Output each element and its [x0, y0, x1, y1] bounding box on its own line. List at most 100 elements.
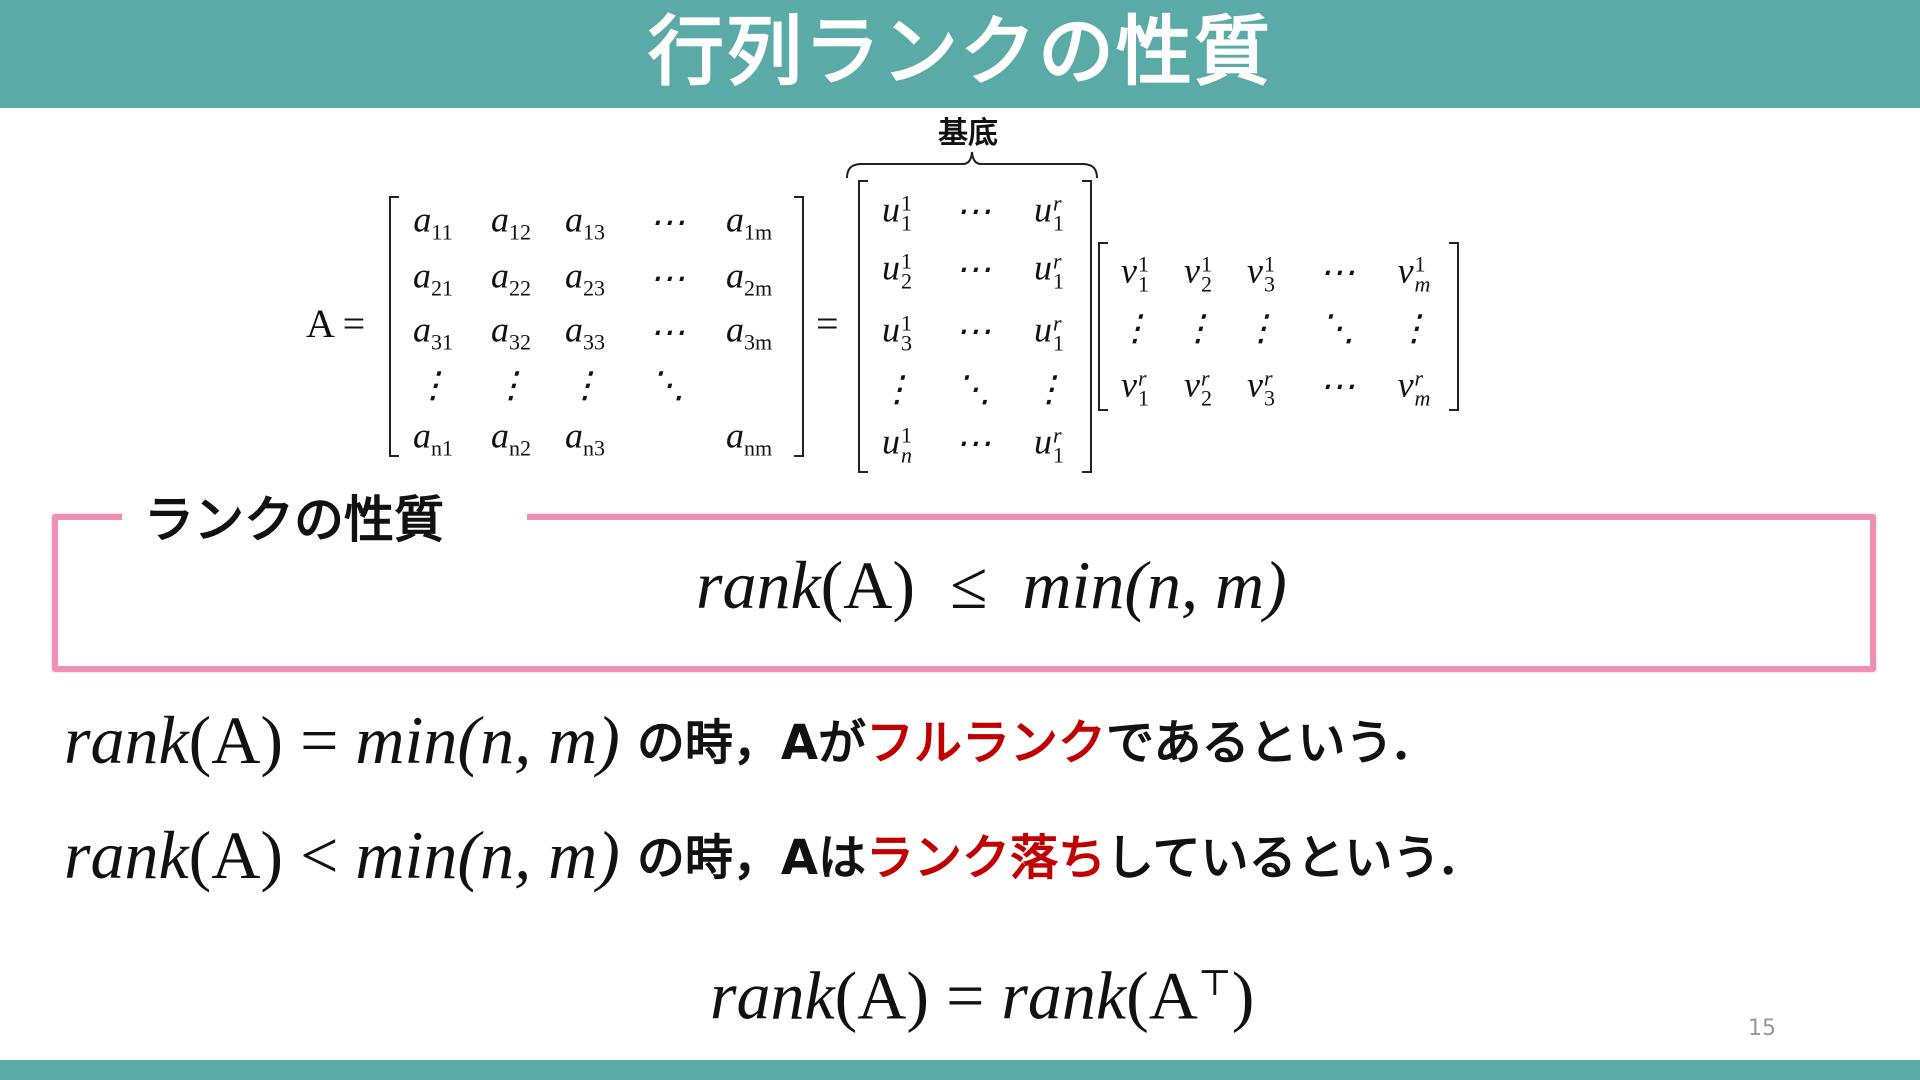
cell-subscript: 1 — [1137, 271, 1149, 297]
cell-base: a — [491, 309, 509, 350]
cell-base: v — [1397, 250, 1414, 291]
cell-subscript: 1m — [743, 219, 773, 245]
cell-subscript: 1 — [1053, 210, 1064, 236]
cell-base: ⋯ — [1319, 366, 1355, 406]
cell-base: v — [1247, 250, 1263, 291]
cell-superscript: r — [1053, 248, 1062, 274]
min-fn: min — [355, 702, 458, 778]
matrix-a-cell: a31 — [413, 308, 453, 355]
cell-base: u — [882, 247, 900, 288]
cell-subscript: 21 — [431, 275, 453, 301]
cell-base: v — [1121, 250, 1137, 291]
cell-base: u — [1034, 247, 1052, 288]
statement-text: の時，Aは — [636, 830, 866, 886]
cell-superscript: r — [1414, 365, 1424, 391]
rank-fn: rank — [710, 957, 835, 1034]
cell-base: a — [565, 199, 583, 240]
matrix-a-cell: a33 — [565, 308, 605, 355]
cell-subscript: 12 — [509, 219, 531, 245]
matrix-a-cell: ⋯ — [649, 311, 685, 353]
cell-base: ⋮ — [1243, 308, 1279, 348]
cell-base: a — [413, 199, 432, 240]
cell-subscript: n — [901, 442, 912, 468]
cell-subscript: 2 — [1200, 271, 1212, 297]
cell-base: a — [725, 309, 744, 350]
cell-subscript: 3 — [901, 330, 912, 356]
matrix-a-cell: an3 — [565, 414, 605, 461]
cell-base: ⋮ — [879, 369, 915, 409]
cell-superscript: 1 — [901, 310, 912, 336]
cell-base: a — [565, 309, 583, 350]
cell-base: ⋯ — [955, 191, 991, 231]
cell-superscript: 1 — [901, 422, 912, 448]
rank-fn: rank — [64, 817, 189, 893]
matrix-v-right-bracket — [1449, 242, 1459, 411]
cell-base: v — [1397, 364, 1414, 405]
matrix-a-left-bracket — [389, 196, 399, 457]
cell-base: ⋯ — [955, 423, 991, 463]
cell-superscript: r — [1137, 365, 1147, 391]
cell-base: u — [882, 189, 900, 230]
matrix-u-right-bracket — [1082, 180, 1092, 473]
cell-subscript: 1 — [1053, 268, 1064, 294]
cell-subscript: 1 — [1053, 330, 1064, 356]
cell-base: ⋮ — [1117, 308, 1153, 348]
cell-base: v — [1184, 364, 1200, 405]
highlight-term: フルランク — [865, 715, 1106, 771]
cell-base: ⋯ — [649, 202, 685, 242]
highlight-term: ランク落ち — [865, 830, 1106, 886]
cell-base: a — [565, 255, 583, 296]
min-fn: min — [355, 817, 458, 893]
cell-superscript: 1 — [901, 248, 912, 274]
box-label-gap — [122, 505, 527, 529]
cell-base: ⋮ — [1031, 369, 1067, 409]
cell-base: v — [1184, 250, 1200, 291]
cell-subscript: 31 — [431, 329, 453, 355]
matrix-a-cell: ⋱ — [649, 364, 685, 406]
basis-brace-icon — [846, 151, 1098, 179]
matrix-u-cell: ⋯ — [955, 422, 991, 464]
cell-subscript: 13 — [583, 219, 605, 245]
cell-subscript: m — [1414, 385, 1431, 411]
cell-subscript: n2 — [509, 435, 531, 461]
cell-base: a — [413, 255, 431, 296]
rank-fn: rank — [1001, 957, 1127, 1034]
cell-subscript: 32 — [509, 329, 531, 355]
matrix-u-cell: ⋯ — [955, 248, 991, 290]
title-banner — [0, 0, 1920, 108]
cell-subscript: 33 — [583, 329, 605, 355]
slide-title: 行列ランクの性質 — [648, 7, 1272, 96]
cell-base: ⋯ — [955, 249, 991, 289]
statement-rank-deficient: rank(A) < min(n, m) の時，Aはランク落ちしているという． — [64, 815, 1485, 898]
property-box — [52, 514, 1876, 672]
matrix-a-cell: anm — [726, 414, 772, 461]
rank-arg: (A) — [188, 702, 284, 778]
lhs-a-equals: A = — [306, 301, 366, 346]
rank-arg: (A) — [188, 817, 284, 893]
matrix-v-cell: ⋯ — [1319, 365, 1355, 407]
leq-operator: ≤ — [950, 547, 988, 623]
matrix-u-cell: ⋮ — [1031, 368, 1067, 410]
equals-operator: = — [946, 957, 985, 1034]
cell-base: ⋯ — [1319, 252, 1355, 292]
cell-base: a — [725, 199, 744, 240]
cell-base: ⋱ — [649, 365, 685, 405]
cell-subscript: 3m — [743, 329, 773, 355]
matrix-v-cell: ⋯ — [1319, 251, 1355, 293]
rank-fn: rank — [64, 702, 189, 778]
cell-base: ⋮ — [493, 365, 529, 405]
equals-operator: = — [300, 702, 339, 778]
matrix-a-cell: a2m — [726, 254, 772, 301]
matrix-a-cell: a11 — [413, 198, 452, 245]
cell-base: ⋱ — [1319, 308, 1355, 348]
matrix-a-cell: an1 — [413, 414, 453, 461]
min-arg: (n, m) — [457, 817, 620, 893]
cell-subscript: nm — [743, 435, 773, 461]
